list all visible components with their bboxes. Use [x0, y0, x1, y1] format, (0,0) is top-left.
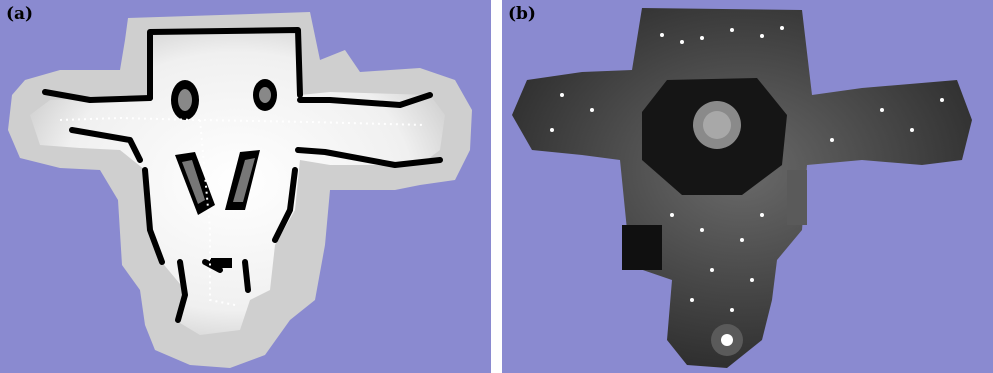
dark-block-left	[622, 225, 662, 270]
panel-b-label: (b)	[508, 4, 536, 24]
ceiling-lights	[550, 26, 944, 312]
panel-a-label: (a)	[6, 4, 34, 24]
side-panel	[787, 170, 807, 225]
ceiling-mosaic-graphic	[512, 8, 972, 368]
robot-trajectory	[59, 116, 426, 306]
occupancy-map-graphic	[8, 12, 472, 368]
obstacles	[171, 79, 277, 268]
panel-b-ceiling-mosaic: (b)	[502, 0, 993, 373]
walls	[42, 27, 443, 323]
panel-a-occupancy-map: (a)	[0, 0, 491, 373]
